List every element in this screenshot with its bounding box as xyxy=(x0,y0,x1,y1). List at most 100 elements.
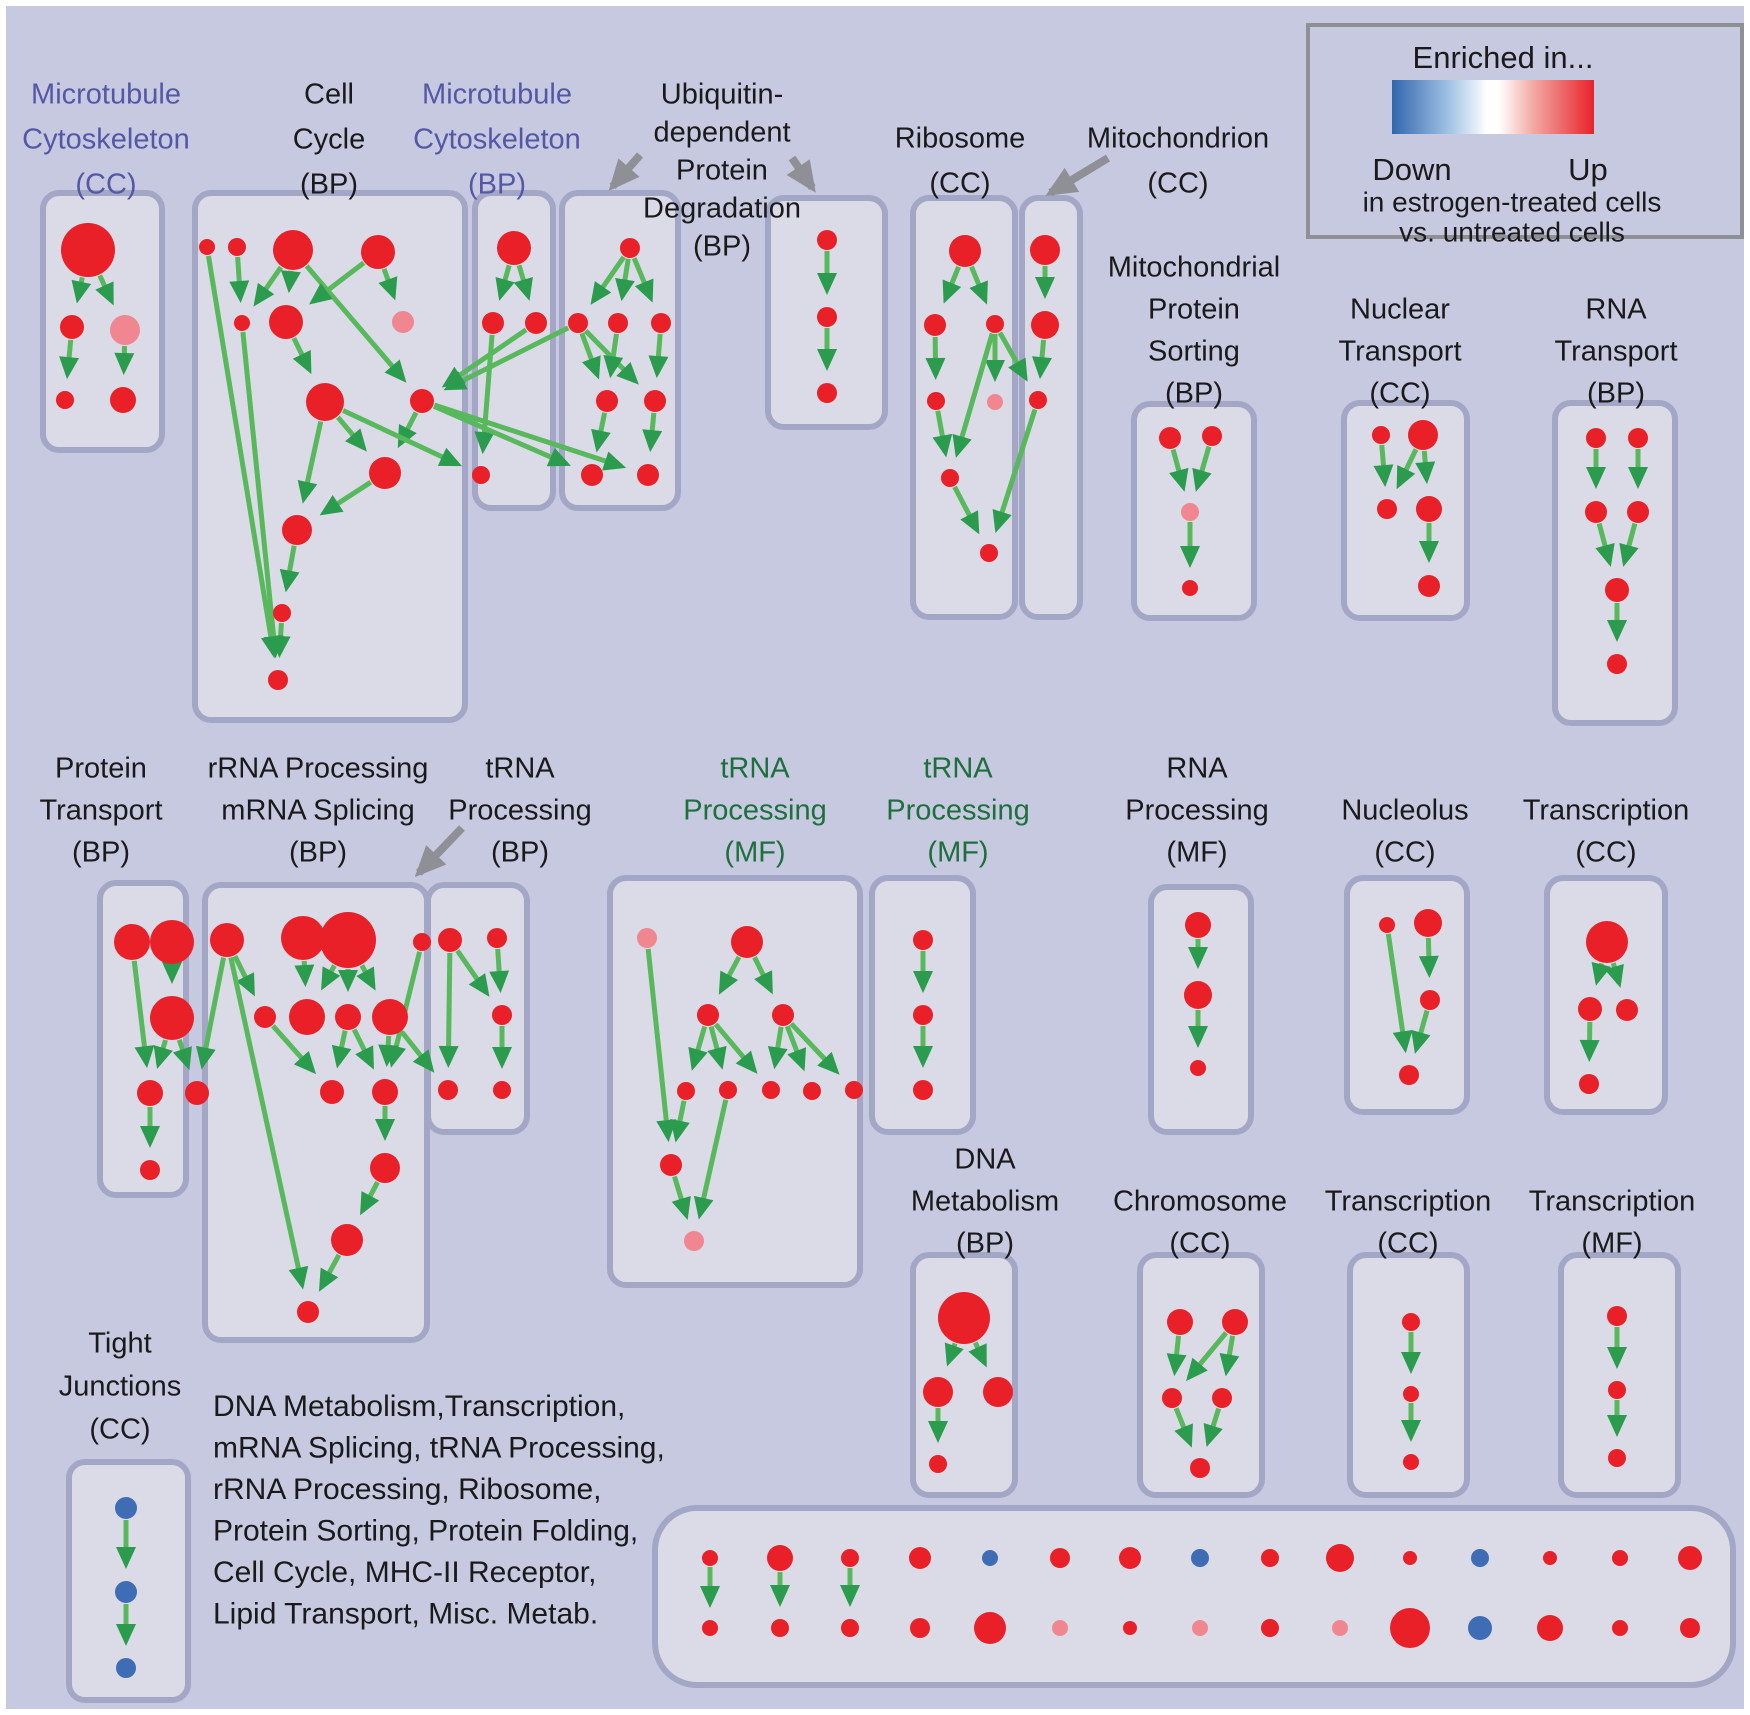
gene-set-node xyxy=(938,1292,990,1344)
gene-set-node xyxy=(1403,1386,1419,1402)
label-dna-metabolism-bp: DNA xyxy=(954,1144,1016,1176)
label-nuclear-transport-cc: Transport xyxy=(1338,336,1461,368)
gene-set-node xyxy=(1052,1620,1068,1636)
edge xyxy=(319,480,373,516)
label-dna-metabolism-bp: (BP) xyxy=(956,1228,1014,1260)
gene-set-node xyxy=(772,1004,794,1026)
network-nodes xyxy=(56,223,1702,1678)
gene-set-node xyxy=(1222,1309,1248,1335)
label-microtubule-cytoskeleton-cc: Microtubule xyxy=(31,79,181,111)
gene-set-node xyxy=(1261,1549,1279,1567)
ubiquitin-pointer-right-arrow-icon xyxy=(786,155,816,193)
gene-set-node xyxy=(110,315,140,345)
label-ubiquitin-dependent-protein-degradation-bp: dependent xyxy=(653,117,790,149)
misc-categories-text: Cell Cycle, MHC-II Receptor, xyxy=(213,1556,596,1589)
gene-set-node xyxy=(568,313,588,333)
gene-set-node xyxy=(1605,578,1629,602)
gene-set-node xyxy=(254,1006,276,1028)
gene-set-node xyxy=(140,1160,160,1180)
edge xyxy=(944,1342,964,1367)
gene-set-node xyxy=(1608,1381,1626,1399)
edge xyxy=(1192,445,1212,492)
legend-subtitle-2: vs. untreated cells xyxy=(1399,216,1625,247)
group-box-mitochondrion-cc xyxy=(1019,195,1083,620)
edge xyxy=(342,408,462,467)
gene-set-node xyxy=(150,920,194,964)
gene-set-node xyxy=(1586,428,1606,448)
gene-set-node xyxy=(1050,1548,1070,1568)
gene-set-node xyxy=(1408,420,1438,450)
gene-set-node xyxy=(923,1377,953,1407)
label-chromosome-cc: (CC) xyxy=(1169,1228,1230,1260)
edge xyxy=(1385,933,1413,1054)
edge xyxy=(590,255,626,305)
edge xyxy=(279,545,300,593)
edge xyxy=(671,1175,691,1220)
gene-set-node xyxy=(1212,1388,1232,1408)
group-box-tight-junctions-cc xyxy=(66,1459,191,1703)
legend-subtitle-1: in estrogen-treated cells xyxy=(1363,186,1662,217)
gene-set-node xyxy=(1543,1551,1557,1565)
edge xyxy=(1186,1331,1228,1382)
label-trna-processing-mf-2: (MF) xyxy=(927,837,988,869)
edge xyxy=(615,258,635,302)
label-cell-cycle-bp: Cycle xyxy=(293,124,366,156)
edge xyxy=(1591,961,1612,986)
group-box-microtubule-cytoskeleton-bp xyxy=(472,190,556,511)
edge xyxy=(386,951,423,1068)
edge xyxy=(952,485,980,535)
label-nucleolus-cc: (CC) xyxy=(1374,837,1435,869)
gene-set-node xyxy=(767,1545,793,1571)
label-nuclear-transport-cc: Nuclear xyxy=(1350,294,1450,326)
gene-set-node xyxy=(1586,921,1628,963)
label-protein-transport-bp: (BP) xyxy=(72,837,130,869)
label-mitochondrial-protein-sorting-bp: Protein xyxy=(1148,294,1240,326)
gene-set-node xyxy=(817,383,837,403)
gene-set-node xyxy=(1202,426,1222,446)
edge xyxy=(399,1030,435,1073)
gene-set-node xyxy=(1159,427,1181,449)
gene-set-node xyxy=(927,392,945,410)
label-ribosome-cc: (CC) xyxy=(929,168,990,200)
label-trna-processing-mf-1: tRNA xyxy=(720,753,790,785)
edge xyxy=(707,1025,727,1070)
gene-set-node xyxy=(472,466,490,484)
mitochondrion-pointer-arrow-icon xyxy=(1045,154,1111,197)
edge xyxy=(932,410,953,458)
edge xyxy=(335,415,367,452)
edge xyxy=(153,1039,173,1070)
edge xyxy=(309,260,366,305)
gene-set-node xyxy=(845,1081,863,1099)
gene-set-node xyxy=(438,1080,458,1100)
gene-set-node xyxy=(525,312,547,334)
label-ribosome-cc: Ribosome xyxy=(895,123,1026,155)
gene-set-node xyxy=(413,933,431,951)
gene-set-node xyxy=(1185,912,1211,938)
edge xyxy=(1373,444,1394,488)
gene-set-node xyxy=(114,924,150,960)
legend-gradient-bar xyxy=(1392,80,1594,134)
label-ubiquitin-dependent-protein-degradation-bp: (BP) xyxy=(693,231,751,263)
gene-set-node xyxy=(1628,428,1648,448)
label-trna-processing-bp: (BP) xyxy=(491,837,549,869)
gene-set-node xyxy=(644,390,666,412)
gene-set-node xyxy=(269,305,303,339)
edge xyxy=(713,1022,758,1074)
gene-set-node xyxy=(771,1619,789,1637)
edge xyxy=(360,1180,380,1216)
edge xyxy=(240,331,284,659)
edge xyxy=(1203,1407,1223,1448)
edge xyxy=(271,1024,317,1075)
gene-set-node xyxy=(841,1549,859,1567)
edge xyxy=(1166,1335,1187,1377)
gene-set-node xyxy=(1261,1619,1279,1637)
label-rna-transport-bp: RNA xyxy=(1585,294,1647,326)
misc-categories-text: rRNA Processing, Ribosome, xyxy=(213,1473,601,1506)
edge xyxy=(1415,450,1436,485)
gene-set-node xyxy=(637,928,657,948)
edge xyxy=(270,622,291,659)
edge xyxy=(942,265,962,304)
label-chromosome-cc: Chromosome xyxy=(1113,1186,1287,1218)
gene-set-node xyxy=(1191,1549,1209,1567)
edge xyxy=(1396,448,1419,490)
